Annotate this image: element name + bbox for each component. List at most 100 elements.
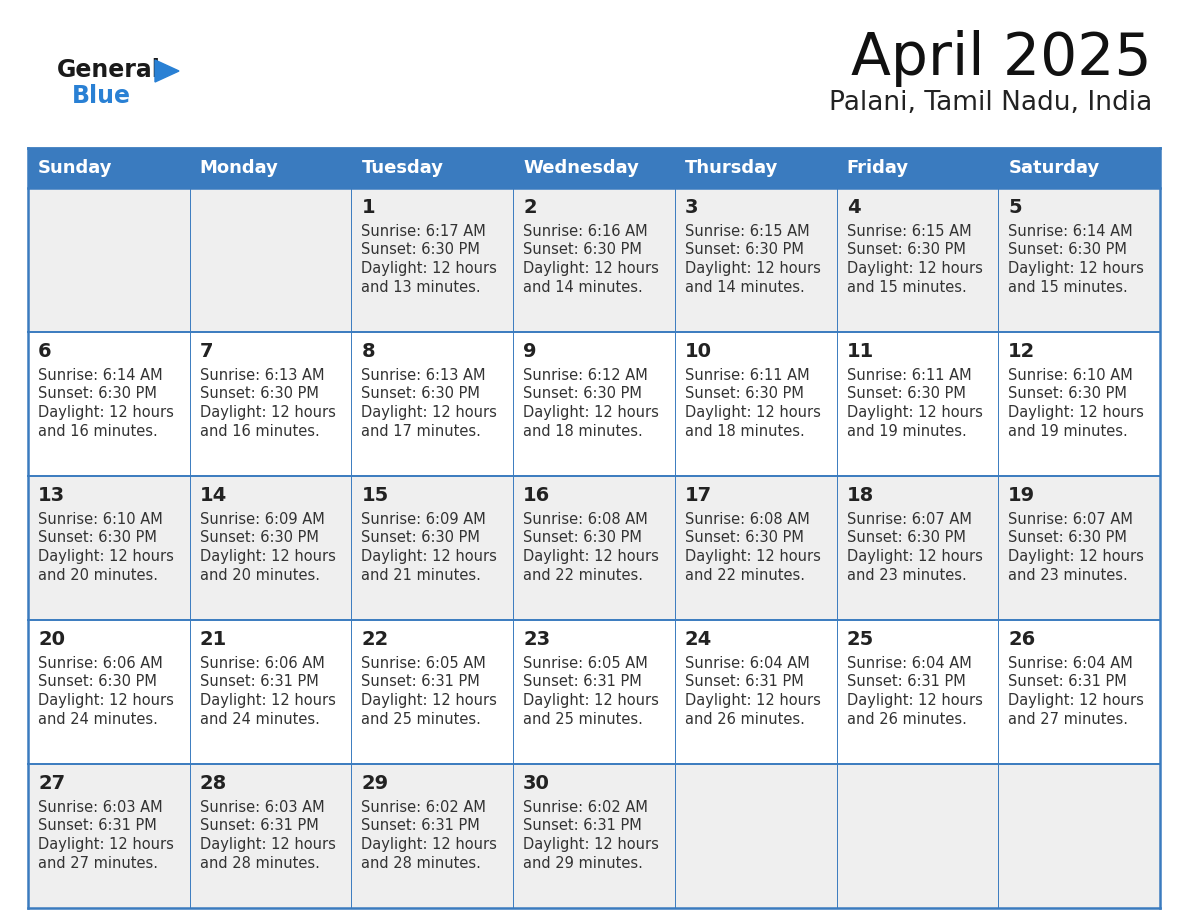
Text: and 19 minutes.: and 19 minutes. (847, 423, 966, 439)
Text: 24: 24 (684, 630, 712, 649)
Text: 3: 3 (684, 198, 699, 217)
Text: 1: 1 (361, 198, 375, 217)
Text: Sunset: 6:30 PM: Sunset: 6:30 PM (1009, 531, 1127, 545)
Bar (190, 764, 352, 908)
Bar (836, 620, 998, 764)
Bar (998, 764, 1159, 908)
Text: Daylight: 12 hours: Daylight: 12 hours (38, 549, 173, 564)
Text: Sunset: 6:31 PM: Sunset: 6:31 PM (200, 819, 318, 834)
Text: 25: 25 (847, 630, 874, 649)
Text: and 16 minutes.: and 16 minutes. (200, 423, 320, 439)
Text: 16: 16 (523, 486, 550, 505)
Text: Saturday: Saturday (1009, 159, 1100, 177)
Text: Sunrise: 6:12 AM: Sunrise: 6:12 AM (523, 368, 647, 383)
Text: Daylight: 12 hours: Daylight: 12 hours (38, 693, 173, 708)
Text: Daylight: 12 hours: Daylight: 12 hours (361, 261, 498, 276)
Text: 30: 30 (523, 774, 550, 793)
Text: Sunset: 6:30 PM: Sunset: 6:30 PM (361, 242, 480, 258)
Text: Sunset: 6:30 PM: Sunset: 6:30 PM (200, 531, 318, 545)
Bar (513, 188, 675, 332)
Bar (352, 332, 513, 476)
Text: and 26 minutes.: and 26 minutes. (684, 711, 804, 726)
Text: 12: 12 (1009, 342, 1036, 361)
Text: Daylight: 12 hours: Daylight: 12 hours (1009, 405, 1144, 420)
Text: Sunset: 6:31 PM: Sunset: 6:31 PM (523, 675, 642, 689)
Text: and 29 minutes.: and 29 minutes. (523, 856, 643, 870)
Text: and 24 minutes.: and 24 minutes. (38, 711, 158, 726)
Text: 22: 22 (361, 630, 388, 649)
Text: Sunrise: 6:14 AM: Sunrise: 6:14 AM (38, 368, 163, 383)
Text: and 22 minutes.: and 22 minutes. (684, 567, 804, 583)
Text: Sunrise: 6:06 AM: Sunrise: 6:06 AM (200, 656, 324, 671)
Text: and 27 minutes.: and 27 minutes. (38, 856, 158, 870)
Text: and 25 minutes.: and 25 minutes. (523, 711, 643, 726)
Text: Sunset: 6:30 PM: Sunset: 6:30 PM (1009, 242, 1127, 258)
Text: and 27 minutes.: and 27 minutes. (1009, 711, 1129, 726)
Bar (675, 148, 836, 188)
Bar (352, 764, 513, 908)
Text: Sunrise: 6:03 AM: Sunrise: 6:03 AM (200, 800, 324, 815)
Bar (29, 764, 190, 908)
Text: Sunset: 6:30 PM: Sunset: 6:30 PM (38, 675, 157, 689)
Text: Daylight: 12 hours: Daylight: 12 hours (1009, 261, 1144, 276)
Text: 19: 19 (1009, 486, 1036, 505)
Bar (998, 188, 1159, 332)
Text: 21: 21 (200, 630, 227, 649)
Bar (998, 620, 1159, 764)
Text: and 20 minutes.: and 20 minutes. (200, 567, 320, 583)
Text: and 24 minutes.: and 24 minutes. (200, 711, 320, 726)
Text: 7: 7 (200, 342, 213, 361)
Text: Sunset: 6:30 PM: Sunset: 6:30 PM (38, 531, 157, 545)
Bar (513, 620, 675, 764)
Text: Sunset: 6:30 PM: Sunset: 6:30 PM (684, 386, 804, 401)
Text: 14: 14 (200, 486, 227, 505)
Bar (352, 476, 513, 620)
Text: Daylight: 12 hours: Daylight: 12 hours (200, 405, 335, 420)
Text: Daylight: 12 hours: Daylight: 12 hours (847, 261, 982, 276)
Bar (836, 188, 998, 332)
Text: Sunrise: 6:15 AM: Sunrise: 6:15 AM (684, 224, 809, 239)
Text: Sunrise: 6:10 AM: Sunrise: 6:10 AM (1009, 368, 1133, 383)
Bar (352, 148, 513, 188)
Text: Blue: Blue (72, 84, 131, 108)
Text: Daylight: 12 hours: Daylight: 12 hours (523, 261, 659, 276)
Text: Sunrise: 6:09 AM: Sunrise: 6:09 AM (361, 512, 486, 527)
Text: Daylight: 12 hours: Daylight: 12 hours (1009, 549, 1144, 564)
Text: Daylight: 12 hours: Daylight: 12 hours (523, 405, 659, 420)
Bar (352, 188, 513, 332)
Text: 10: 10 (684, 342, 712, 361)
Text: Sunset: 6:30 PM: Sunset: 6:30 PM (361, 386, 480, 401)
Text: Daylight: 12 hours: Daylight: 12 hours (361, 837, 498, 852)
Text: Daylight: 12 hours: Daylight: 12 hours (523, 693, 659, 708)
Text: 20: 20 (38, 630, 65, 649)
Text: and 18 minutes.: and 18 minutes. (684, 423, 804, 439)
Text: and 13 minutes.: and 13 minutes. (361, 279, 481, 295)
Text: Daylight: 12 hours: Daylight: 12 hours (361, 549, 498, 564)
Text: Sunset: 6:30 PM: Sunset: 6:30 PM (38, 386, 157, 401)
Text: Sunrise: 6:08 AM: Sunrise: 6:08 AM (684, 512, 809, 527)
Text: Daylight: 12 hours: Daylight: 12 hours (847, 549, 982, 564)
Text: 11: 11 (847, 342, 874, 361)
Text: Sunrise: 6:15 AM: Sunrise: 6:15 AM (847, 224, 972, 239)
Text: Sunrise: 6:11 AM: Sunrise: 6:11 AM (847, 368, 972, 383)
Bar (29, 476, 190, 620)
Text: Sunset: 6:30 PM: Sunset: 6:30 PM (684, 531, 804, 545)
Text: and 25 minutes.: and 25 minutes. (361, 711, 481, 726)
Bar (675, 476, 836, 620)
Text: Sunrise: 6:02 AM: Sunrise: 6:02 AM (523, 800, 647, 815)
Text: 4: 4 (847, 198, 860, 217)
Text: Sunrise: 6:14 AM: Sunrise: 6:14 AM (1009, 224, 1133, 239)
Bar (513, 148, 675, 188)
Text: and 14 minutes.: and 14 minutes. (523, 279, 643, 295)
Text: 23: 23 (523, 630, 550, 649)
Text: Sunrise: 6:06 AM: Sunrise: 6:06 AM (38, 656, 163, 671)
Text: and 23 minutes.: and 23 minutes. (1009, 567, 1129, 583)
Text: 29: 29 (361, 774, 388, 793)
Text: Daylight: 12 hours: Daylight: 12 hours (200, 837, 335, 852)
Text: 26: 26 (1009, 630, 1036, 649)
Text: and 28 minutes.: and 28 minutes. (361, 856, 481, 870)
Text: Sunset: 6:31 PM: Sunset: 6:31 PM (1009, 675, 1127, 689)
Text: Sunset: 6:31 PM: Sunset: 6:31 PM (361, 675, 480, 689)
Text: Daylight: 12 hours: Daylight: 12 hours (361, 693, 498, 708)
Text: Daylight: 12 hours: Daylight: 12 hours (523, 837, 659, 852)
